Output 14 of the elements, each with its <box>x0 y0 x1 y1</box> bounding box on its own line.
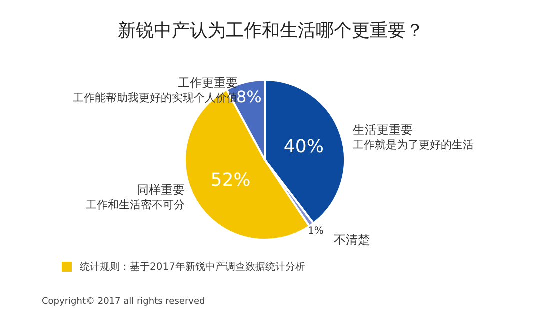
text: Copyright© 2017 all rights reserved <box>42 297 206 307</box>
slice-label: 工作更重要 <box>178 76 238 90</box>
data-label: 52% <box>210 170 251 192</box>
slice-label: 同样重要 <box>137 183 185 197</box>
text: 统计规则：基于2017年新锐中产调查数据统计分析 <box>80 261 306 273</box>
data-label: 1% <box>308 226 324 237</box>
text: 工作就是为了更好的生活 <box>353 138 474 152</box>
data-label: 40% <box>284 136 324 158</box>
chart-title: 新锐中产认为工作和生活哪个更重要？ <box>118 20 424 42</box>
data-label: 8% <box>236 88 262 107</box>
text: 工作能帮助我更好的实现个人价值 <box>73 91 238 104</box>
slice-label: 生活更重要 <box>353 123 413 137</box>
text: 工作和生活密不可分 <box>86 198 185 212</box>
slice-label: 不清楚 <box>334 233 370 247</box>
